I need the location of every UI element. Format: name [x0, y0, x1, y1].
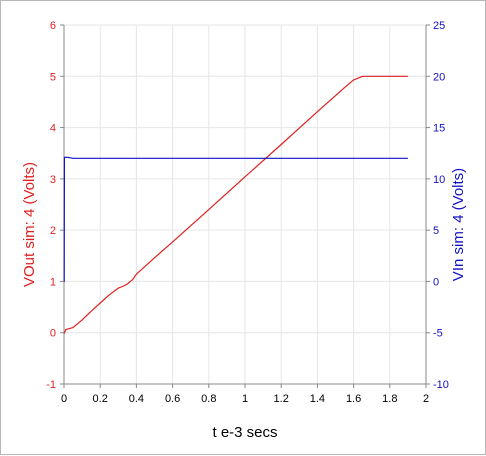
y-left-tick-label: 3	[50, 174, 56, 186]
y-right-tick-label: -10	[433, 379, 449, 391]
x-tick-label: 1.4	[310, 393, 325, 405]
y-left-tick-label: 0	[50, 328, 56, 340]
y-left-tick-label: -1	[46, 379, 56, 391]
y-right-tick-label: 0	[433, 276, 439, 288]
vout-series-line	[63, 75, 408, 334]
y-right-tick-label: 25	[433, 20, 445, 32]
x-tick-label: 1.6	[346, 393, 361, 405]
gridlines	[63, 24, 427, 385]
x-tick-label: 1.8	[382, 393, 397, 405]
series-lines	[63, 75, 408, 334]
y-left-tick-label: 1	[50, 276, 56, 288]
x-tick-label: 1	[242, 393, 248, 405]
y-right-tick-label: -5	[433, 328, 443, 340]
x-axis-label: t e-3 secs	[212, 424, 277, 441]
x-tick-label: 0	[61, 393, 67, 405]
x-tick-label: 0.4	[129, 393, 144, 405]
y-right-tick-label: 5	[433, 225, 439, 237]
x-tick-label: 1.2	[274, 393, 289, 405]
y-right-tick-label: 10	[433, 174, 445, 186]
y-left-tick-label: 6	[50, 20, 56, 32]
y-left-tick-label: 2	[50, 225, 56, 237]
x-tick-label: 0.6	[165, 393, 180, 405]
y-left-axis-label: VOut sim: 4 (Volts)	[21, 162, 38, 287]
y-left-tick-label: 4	[50, 123, 56, 135]
y-left-tick-label: 5	[50, 71, 56, 83]
vin-series-line	[63, 156, 408, 282]
y-right-tick-label: 20	[433, 71, 445, 83]
tick-labels: 0 0.2 0.4 0.6 0.8 1 1.2 1.4 1.6 1.8 2-10123456-10-…	[46, 20, 449, 405]
x-tick-label: 2	[423, 393, 429, 405]
x-tick-label: 0.8	[201, 393, 216, 405]
y-right-tick-label: 15	[433, 123, 445, 135]
x-tick-label: 0.2	[93, 393, 108, 405]
y-right-axis-label: VIn sim: 4 (Volts)	[450, 168, 467, 281]
